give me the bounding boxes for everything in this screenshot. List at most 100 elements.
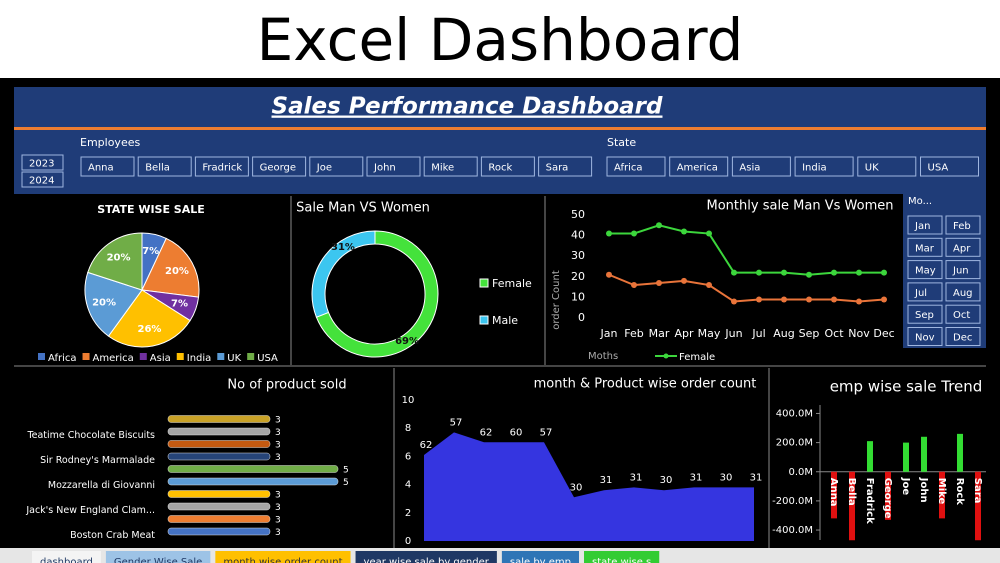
y-axis-label: order Count bbox=[551, 270, 562, 330]
pie-label: 7% bbox=[171, 299, 188, 310]
month-button[interactable] bbox=[907, 237, 943, 257]
line-marker bbox=[656, 222, 662, 229]
category-label: Joe bbox=[900, 477, 911, 496]
sheet-tab[interactable] bbox=[32, 551, 101, 563]
employee-button[interactable] bbox=[309, 156, 364, 177]
state-button[interactable] bbox=[857, 156, 917, 177]
sheet-tab-label: year wise sale by gender bbox=[364, 557, 490, 563]
bar bbox=[167, 515, 271, 523]
y-tick-label: 2 bbox=[405, 508, 411, 519]
pie-label: 26% bbox=[138, 324, 162, 335]
employee-button[interactable] bbox=[80, 156, 135, 177]
employee-button[interactable] bbox=[423, 156, 478, 177]
legend-swatch bbox=[139, 353, 147, 360]
employee-button-label: Anna bbox=[88, 163, 114, 174]
month-button[interactable] bbox=[907, 215, 943, 235]
state-button[interactable] bbox=[731, 156, 791, 177]
month-button[interactable] bbox=[945, 304, 981, 324]
pie-slice bbox=[84, 271, 143, 337]
state-button-label: UK bbox=[865, 163, 879, 174]
employee-button[interactable] bbox=[480, 156, 535, 177]
month-button[interactable] bbox=[907, 304, 943, 324]
legend-swatch bbox=[38, 353, 45, 360]
month-button[interactable] bbox=[907, 282, 943, 302]
month-button[interactable] bbox=[945, 327, 981, 346]
state-button[interactable] bbox=[606, 156, 666, 177]
point-label: 62 bbox=[480, 427, 493, 438]
state-button-label: Africa bbox=[614, 163, 643, 174]
month-button-label: Feb bbox=[953, 221, 971, 232]
chart-title: Monthly sale Man Vs Women bbox=[707, 199, 894, 214]
legend-label: Asia bbox=[150, 353, 171, 364]
legend-label: USA bbox=[257, 353, 278, 364]
bar bbox=[167, 477, 339, 486]
month-button[interactable] bbox=[907, 260, 943, 280]
month-button[interactable] bbox=[907, 327, 943, 346]
employee-button-label: Sara bbox=[546, 163, 569, 174]
slicer-title: Mo... bbox=[908, 196, 932, 207]
month-button[interactable] bbox=[945, 215, 981, 235]
pie-slice bbox=[141, 237, 200, 298]
y-tick-label: 10 bbox=[571, 290, 585, 303]
category-label: Mozzarella di Giovanni bbox=[48, 480, 155, 491]
month-button[interactable] bbox=[945, 260, 981, 280]
legend-swatch bbox=[247, 353, 255, 360]
month-button-label: May bbox=[915, 266, 936, 277]
month-button[interactable] bbox=[945, 237, 981, 257]
x-tick-label: Jun bbox=[724, 327, 742, 340]
category-label: Sir Rodney's Marmalade bbox=[40, 455, 155, 466]
x-tick-label: Feb bbox=[624, 327, 643, 340]
sheet-tab[interactable] bbox=[501, 551, 580, 563]
month-button-label: Mar bbox=[915, 243, 935, 254]
y-tick-label: 8 bbox=[405, 423, 411, 434]
bar-label: 3 bbox=[275, 453, 281, 463]
sheet-tab[interactable] bbox=[584, 551, 660, 563]
state-button-label: India bbox=[802, 163, 827, 174]
bar-label: 3 bbox=[275, 516, 281, 526]
year-button[interactable] bbox=[21, 154, 64, 171]
year-button[interactable] bbox=[21, 171, 64, 188]
category-label: Anna bbox=[828, 478, 839, 507]
employee-button[interactable] bbox=[252, 156, 307, 177]
y-tick-label: 0 bbox=[405, 536, 411, 547]
slicer-title: Employees bbox=[80, 136, 140, 149]
state-button[interactable] bbox=[669, 156, 729, 177]
sheet-tab-label: dashboard bbox=[40, 557, 93, 563]
employee-button[interactable] bbox=[137, 156, 192, 177]
line-marker bbox=[731, 298, 737, 305]
y-tick-label: 0 bbox=[578, 311, 585, 324]
column bbox=[957, 433, 963, 472]
employee-button[interactable] bbox=[538, 156, 593, 177]
line-series bbox=[609, 224, 884, 276]
sheet-tab[interactable] bbox=[355, 551, 497, 563]
employee-button[interactable] bbox=[194, 156, 249, 177]
header-band bbox=[0, 0, 1000, 78]
chart-title: Sale Man VS Women bbox=[296, 201, 430, 216]
month-button[interactable] bbox=[945, 282, 981, 302]
y-tick-label: 30 bbox=[571, 249, 585, 262]
legend-label: Male bbox=[492, 314, 518, 327]
y-tick-label: 40 bbox=[571, 229, 585, 242]
point-label: 31 bbox=[630, 472, 643, 483]
sheet-tab[interactable] bbox=[215, 551, 351, 563]
month-button-label: Aug bbox=[953, 288, 973, 299]
line-marker bbox=[756, 296, 762, 303]
line-marker bbox=[831, 269, 837, 276]
x-tick-label: Oct bbox=[824, 327, 844, 340]
y-tick-label: 6 bbox=[405, 451, 411, 462]
bar bbox=[167, 527, 271, 536]
bar-label: 3 bbox=[275, 503, 281, 513]
employee-button-label: Bella bbox=[145, 163, 170, 174]
state-button[interactable] bbox=[794, 156, 854, 177]
bar-label: 3 bbox=[275, 441, 281, 451]
employee-button-label: Joe bbox=[316, 163, 332, 174]
legend-label: Africa bbox=[48, 353, 77, 364]
sheet-tab[interactable] bbox=[105, 551, 211, 563]
line-marker bbox=[856, 298, 862, 305]
pie-label: 20% bbox=[107, 253, 131, 264]
legend-swatch bbox=[217, 353, 225, 360]
state-button[interactable] bbox=[920, 156, 979, 177]
employee-button[interactable] bbox=[366, 156, 421, 177]
column bbox=[885, 471, 891, 520]
column bbox=[903, 442, 909, 472]
